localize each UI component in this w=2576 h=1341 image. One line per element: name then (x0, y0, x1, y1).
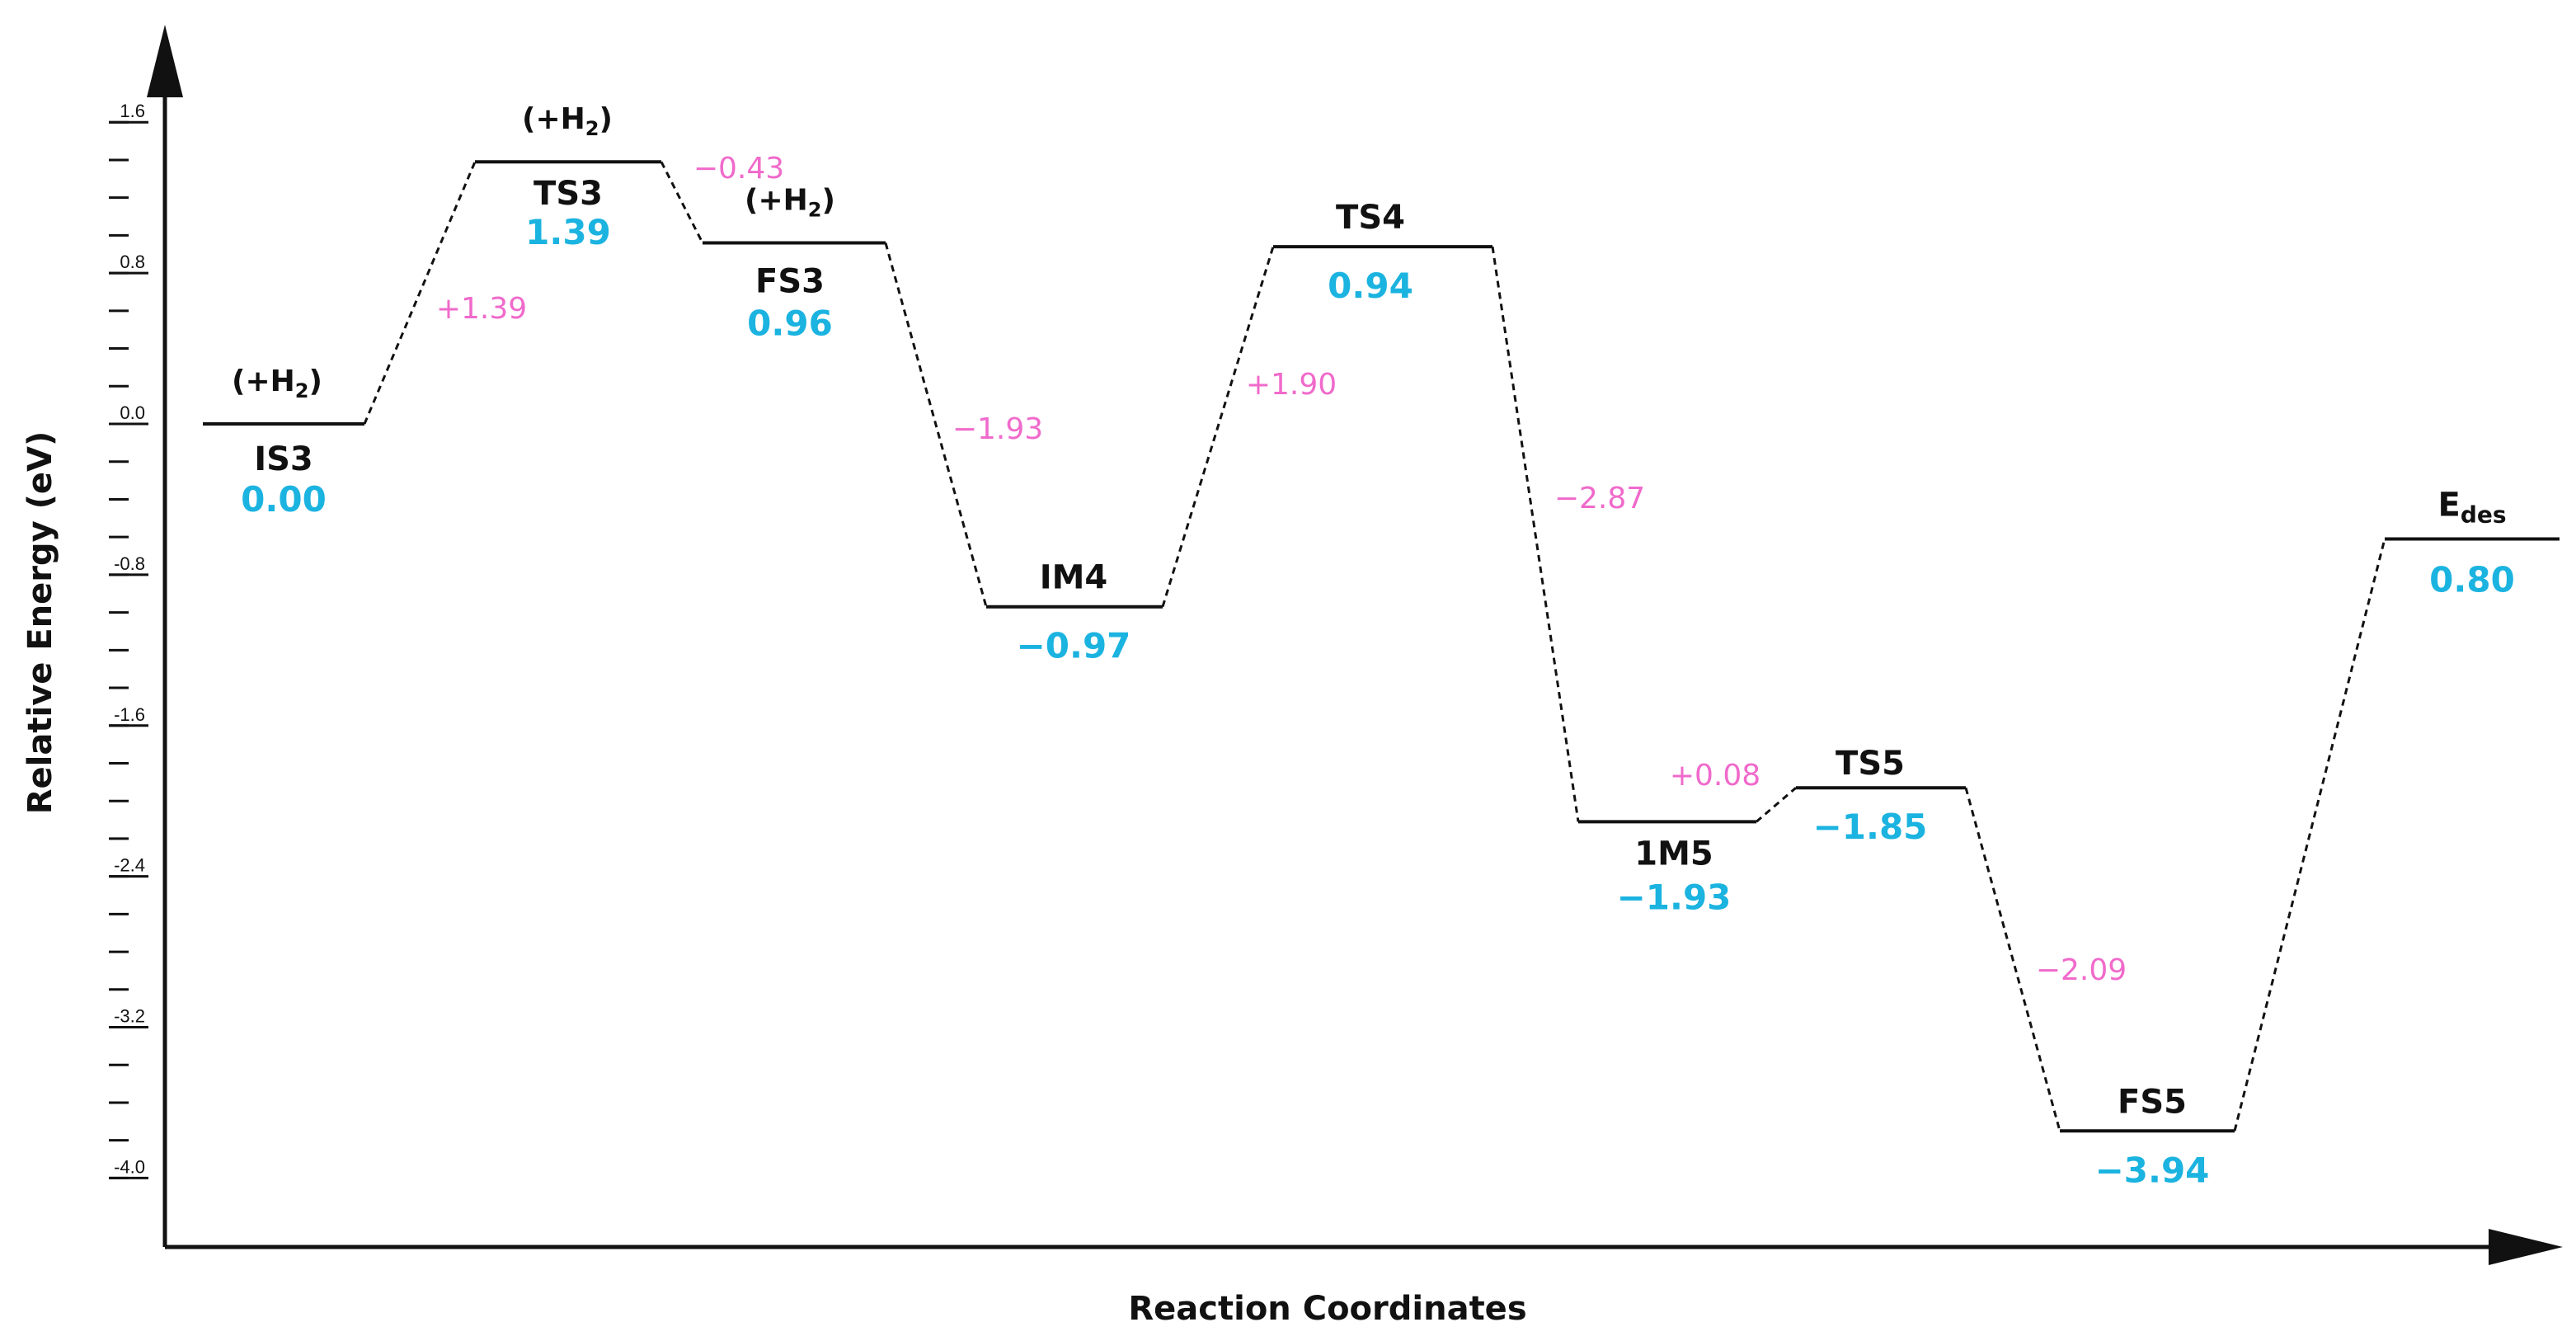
state-labels: IS30.00(+H2)TS31.39(+H2)FS30.96(+H2)IM4−… (232, 102, 2515, 1190)
connector-line (1491, 246, 1580, 822)
h2-annotation: (+H2) (745, 184, 835, 222)
state-energy-ts4: 0.94 (1328, 266, 1413, 306)
state-name-im4: IM4 (1040, 559, 1108, 597)
state-name-ts3: TS3 (534, 175, 603, 213)
h2-prefix: (+H (745, 184, 808, 218)
h2-subscript: 2 (295, 379, 309, 402)
delta-label: +1.39 (436, 292, 527, 326)
delta-label: −1.93 (952, 412, 1043, 446)
connector-line (660, 161, 704, 244)
state-energy-is3: 0.00 (241, 479, 327, 520)
state-name-ts4: TS4 (1336, 199, 1405, 237)
state-name-fs5: FS5 (2118, 1083, 2187, 1121)
y-tick-label: -3.2 (114, 1006, 145, 1027)
h2-suffix: ) (599, 102, 613, 136)
state-name-ts5: TS5 (1836, 745, 1905, 783)
h2-subscript: 2 (585, 117, 599, 140)
y-tick-label: -4.0 (114, 1156, 145, 1177)
connector-line (2233, 539, 2386, 1132)
x-axis-title: Reaction Coordinates (1128, 1290, 1526, 1328)
delta-label: +1.90 (1246, 368, 1337, 402)
state-energy-fs5: −3.94 (2095, 1150, 2210, 1190)
state-energy-ts3: 1.39 (525, 212, 611, 252)
y-tick-label: 0.0 (120, 402, 145, 423)
delta-label: +0.08 (1670, 759, 1760, 793)
x-axis-arrow-icon (2489, 1229, 2563, 1265)
h2-annotation: (+H2) (522, 102, 613, 140)
state-energy-fs3: 0.96 (747, 303, 833, 344)
state-name-fs3: FS3 (755, 263, 825, 301)
connector-lines (363, 161, 2386, 1132)
connector-line (1161, 246, 1275, 608)
h2-subscript: 2 (808, 199, 822, 222)
state-name-e: Edes (2437, 486, 2506, 528)
connector-line (363, 161, 477, 425)
delta-label: −2.09 (2036, 953, 2127, 987)
y-axis-ticks: 1.6 0.8 0.0 -0.8 -1.6 -2.4 -3.2 -4.0 (109, 101, 148, 1179)
connector-line (1756, 787, 1797, 823)
delta-labels: +1.39 −0.43 −1.93 +1.90 −2.87 +0.08 −2.09 (436, 152, 2127, 987)
y-tick-label: -2.4 (114, 855, 145, 876)
h2-prefix: (+H (522, 102, 585, 136)
y-axis-title: Relative Energy (eV) (21, 431, 59, 815)
delta-label: −0.43 (693, 152, 784, 186)
state-energy-ts5: −1.85 (1813, 807, 1928, 847)
h2-annotation: (+H2) (232, 365, 322, 402)
state-name-is3: IS3 (254, 440, 313, 478)
y-tick-label: -0.8 (114, 553, 145, 574)
state-energy-1m5: −1.93 (1617, 877, 1732, 917)
state-name-1m5: 1M5 (1634, 835, 1713, 873)
y-axis-arrow-icon (147, 25, 183, 97)
y-tick-label: 1.6 (120, 101, 145, 121)
h2-suffix: ) (822, 184, 835, 218)
state-energy-e: 0.80 (2429, 559, 2515, 600)
connector-line (884, 242, 988, 608)
h2-prefix: (+H (232, 365, 295, 398)
axes (147, 25, 2563, 1265)
h2-suffix: ) (309, 365, 322, 398)
state-energy-im4: −0.97 (1017, 626, 1131, 666)
connector-line (1964, 787, 2061, 1132)
energy-levels (203, 160, 2560, 1133)
y-tick-label: -1.6 (114, 704, 145, 725)
delta-label: −2.87 (1554, 482, 1645, 515)
state-name-subscript: des (2461, 501, 2507, 528)
y-tick-label: 0.8 (120, 252, 145, 272)
